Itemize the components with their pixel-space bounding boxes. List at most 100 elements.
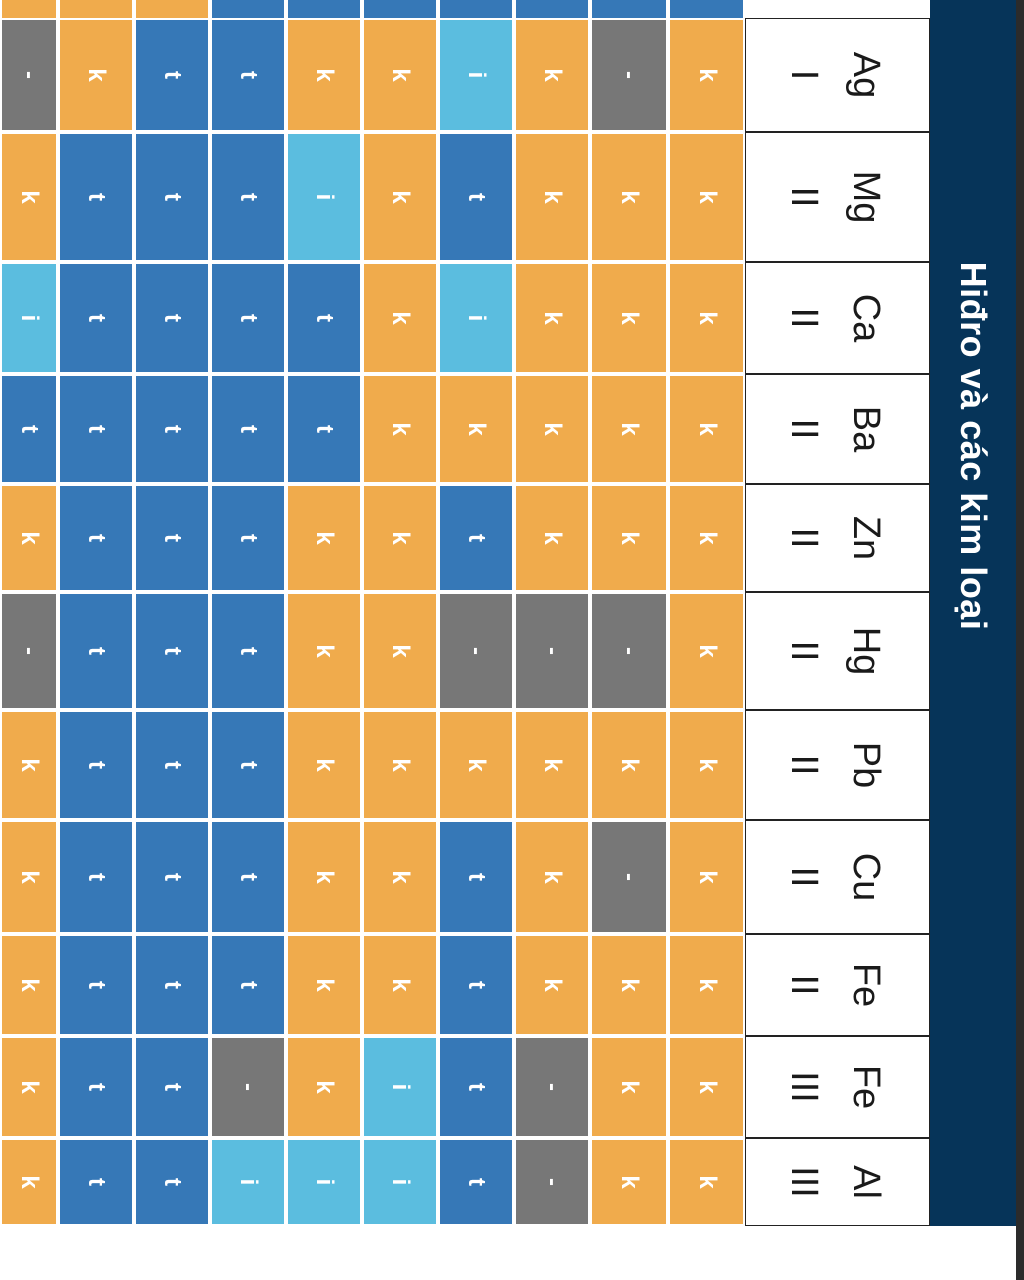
- element-symbol: Al: [845, 1165, 887, 1199]
- cell-label: i: [387, 1083, 414, 1091]
- top-strip-segment: [134, 0, 210, 18]
- table-cell: t: [438, 820, 514, 934]
- cell-label: k: [693, 1080, 721, 1094]
- table-cell: i: [286, 132, 362, 262]
- cell-label: k: [387, 758, 414, 772]
- table-cell: t: [286, 262, 362, 374]
- table-cell: t: [438, 1036, 514, 1138]
- table-cell: k: [0, 484, 58, 592]
- cell-label: t: [463, 873, 490, 881]
- table-cell: t: [58, 1036, 134, 1138]
- cell-label: k: [693, 68, 721, 82]
- table-cell: k: [668, 710, 745, 820]
- table-cell: t: [210, 484, 286, 592]
- table-cell: k: [514, 820, 590, 934]
- table-cell: t: [58, 820, 134, 934]
- element-header-cell: Ag I: [745, 18, 930, 132]
- cell-label: -: [463, 647, 490, 655]
- cell-label: k: [693, 644, 721, 658]
- table-cell: t: [438, 132, 514, 262]
- table-cell: k: [362, 934, 438, 1036]
- cell-label: t: [463, 193, 490, 201]
- table-cell: k: [0, 820, 58, 934]
- table-cell: k: [286, 484, 362, 592]
- cell-label: k: [311, 758, 338, 772]
- element-symbol: Ag: [845, 51, 887, 99]
- cell-label: k: [16, 978, 43, 992]
- cell-label: k: [693, 531, 721, 545]
- table-cell: k: [514, 934, 590, 1036]
- table-cell: t: [134, 484, 210, 592]
- cell-label: t: [235, 71, 262, 79]
- top-strip-segment: [210, 0, 286, 18]
- element-valence: II: [783, 754, 825, 776]
- cell-label: t: [235, 193, 262, 201]
- top-strip-segment: [668, 0, 745, 18]
- table-cell: t: [0, 374, 58, 484]
- cell-label: t: [235, 425, 262, 433]
- element-symbol: Fe: [845, 962, 887, 1008]
- element-header-cell: Ba II: [745, 374, 930, 484]
- element-valence: III: [783, 1071, 825, 1103]
- element-valence: II: [783, 974, 825, 996]
- table-cell: k: [362, 132, 438, 262]
- table-cell: i: [362, 1138, 438, 1226]
- element-header-cell: Mg II: [745, 132, 930, 262]
- element-symbol: Pb: [845, 741, 887, 789]
- table-title: Hiđro và các kim loại: [953, 261, 994, 631]
- table-cell: k: [0, 1036, 58, 1138]
- cell-label: k: [16, 1175, 43, 1189]
- cell-label: t: [235, 761, 262, 769]
- table-cell: -: [590, 820, 668, 934]
- cell-label: k: [16, 1080, 43, 1094]
- cell-label: -: [616, 647, 643, 655]
- element-header-cell: Al III: [745, 1138, 930, 1226]
- top-strip-segment: [286, 0, 362, 18]
- cell-label: t: [83, 534, 110, 542]
- table-cell: k: [438, 374, 514, 484]
- table-cell: t: [134, 374, 210, 484]
- table-cell: k: [590, 132, 668, 262]
- table-cell: -: [438, 592, 514, 710]
- table-cell: k: [0, 132, 58, 262]
- table-cell: t: [210, 132, 286, 262]
- element-valence: I: [783, 69, 825, 81]
- cell-label: k: [539, 531, 566, 545]
- table-cell: -: [514, 1036, 590, 1138]
- table-cell: -: [0, 18, 58, 132]
- cell-label: t: [83, 647, 110, 655]
- cell-label: k: [387, 68, 414, 82]
- cell-label: i: [16, 314, 43, 322]
- cell-label: -: [16, 647, 43, 655]
- cell-label: k: [463, 422, 490, 436]
- cell-label: k: [387, 978, 414, 992]
- table-cell: k: [362, 262, 438, 374]
- cell-label: t: [159, 1178, 186, 1186]
- table-cell: -: [590, 18, 668, 132]
- top-strip-segment: [590, 0, 668, 18]
- table-cell: t: [58, 1138, 134, 1226]
- cell-label: k: [311, 644, 338, 658]
- top-strip-segment: [362, 0, 438, 18]
- top-strip-segment: [58, 0, 134, 18]
- table-cell: -: [514, 1138, 590, 1226]
- table-cell: k: [590, 484, 668, 592]
- table-cell: t: [438, 484, 514, 592]
- cell-label: k: [693, 422, 721, 436]
- cell-label: -: [539, 647, 566, 655]
- table-cell: k: [668, 934, 745, 1036]
- cell-label: t: [16, 425, 43, 433]
- table-cell: k: [362, 18, 438, 132]
- cell-label: k: [616, 1175, 643, 1189]
- table-cell: t: [58, 934, 134, 1036]
- cell-label: k: [616, 978, 643, 992]
- table-cell: k: [590, 1138, 668, 1226]
- element-header-cell: Pb II: [745, 710, 930, 820]
- cell-label: i: [311, 193, 338, 201]
- table-cell: k: [668, 18, 745, 132]
- element-header-cell: Ca II: [745, 262, 930, 374]
- cell-label: k: [311, 870, 338, 884]
- table-cell: t: [134, 132, 210, 262]
- cell-label: k: [387, 190, 414, 204]
